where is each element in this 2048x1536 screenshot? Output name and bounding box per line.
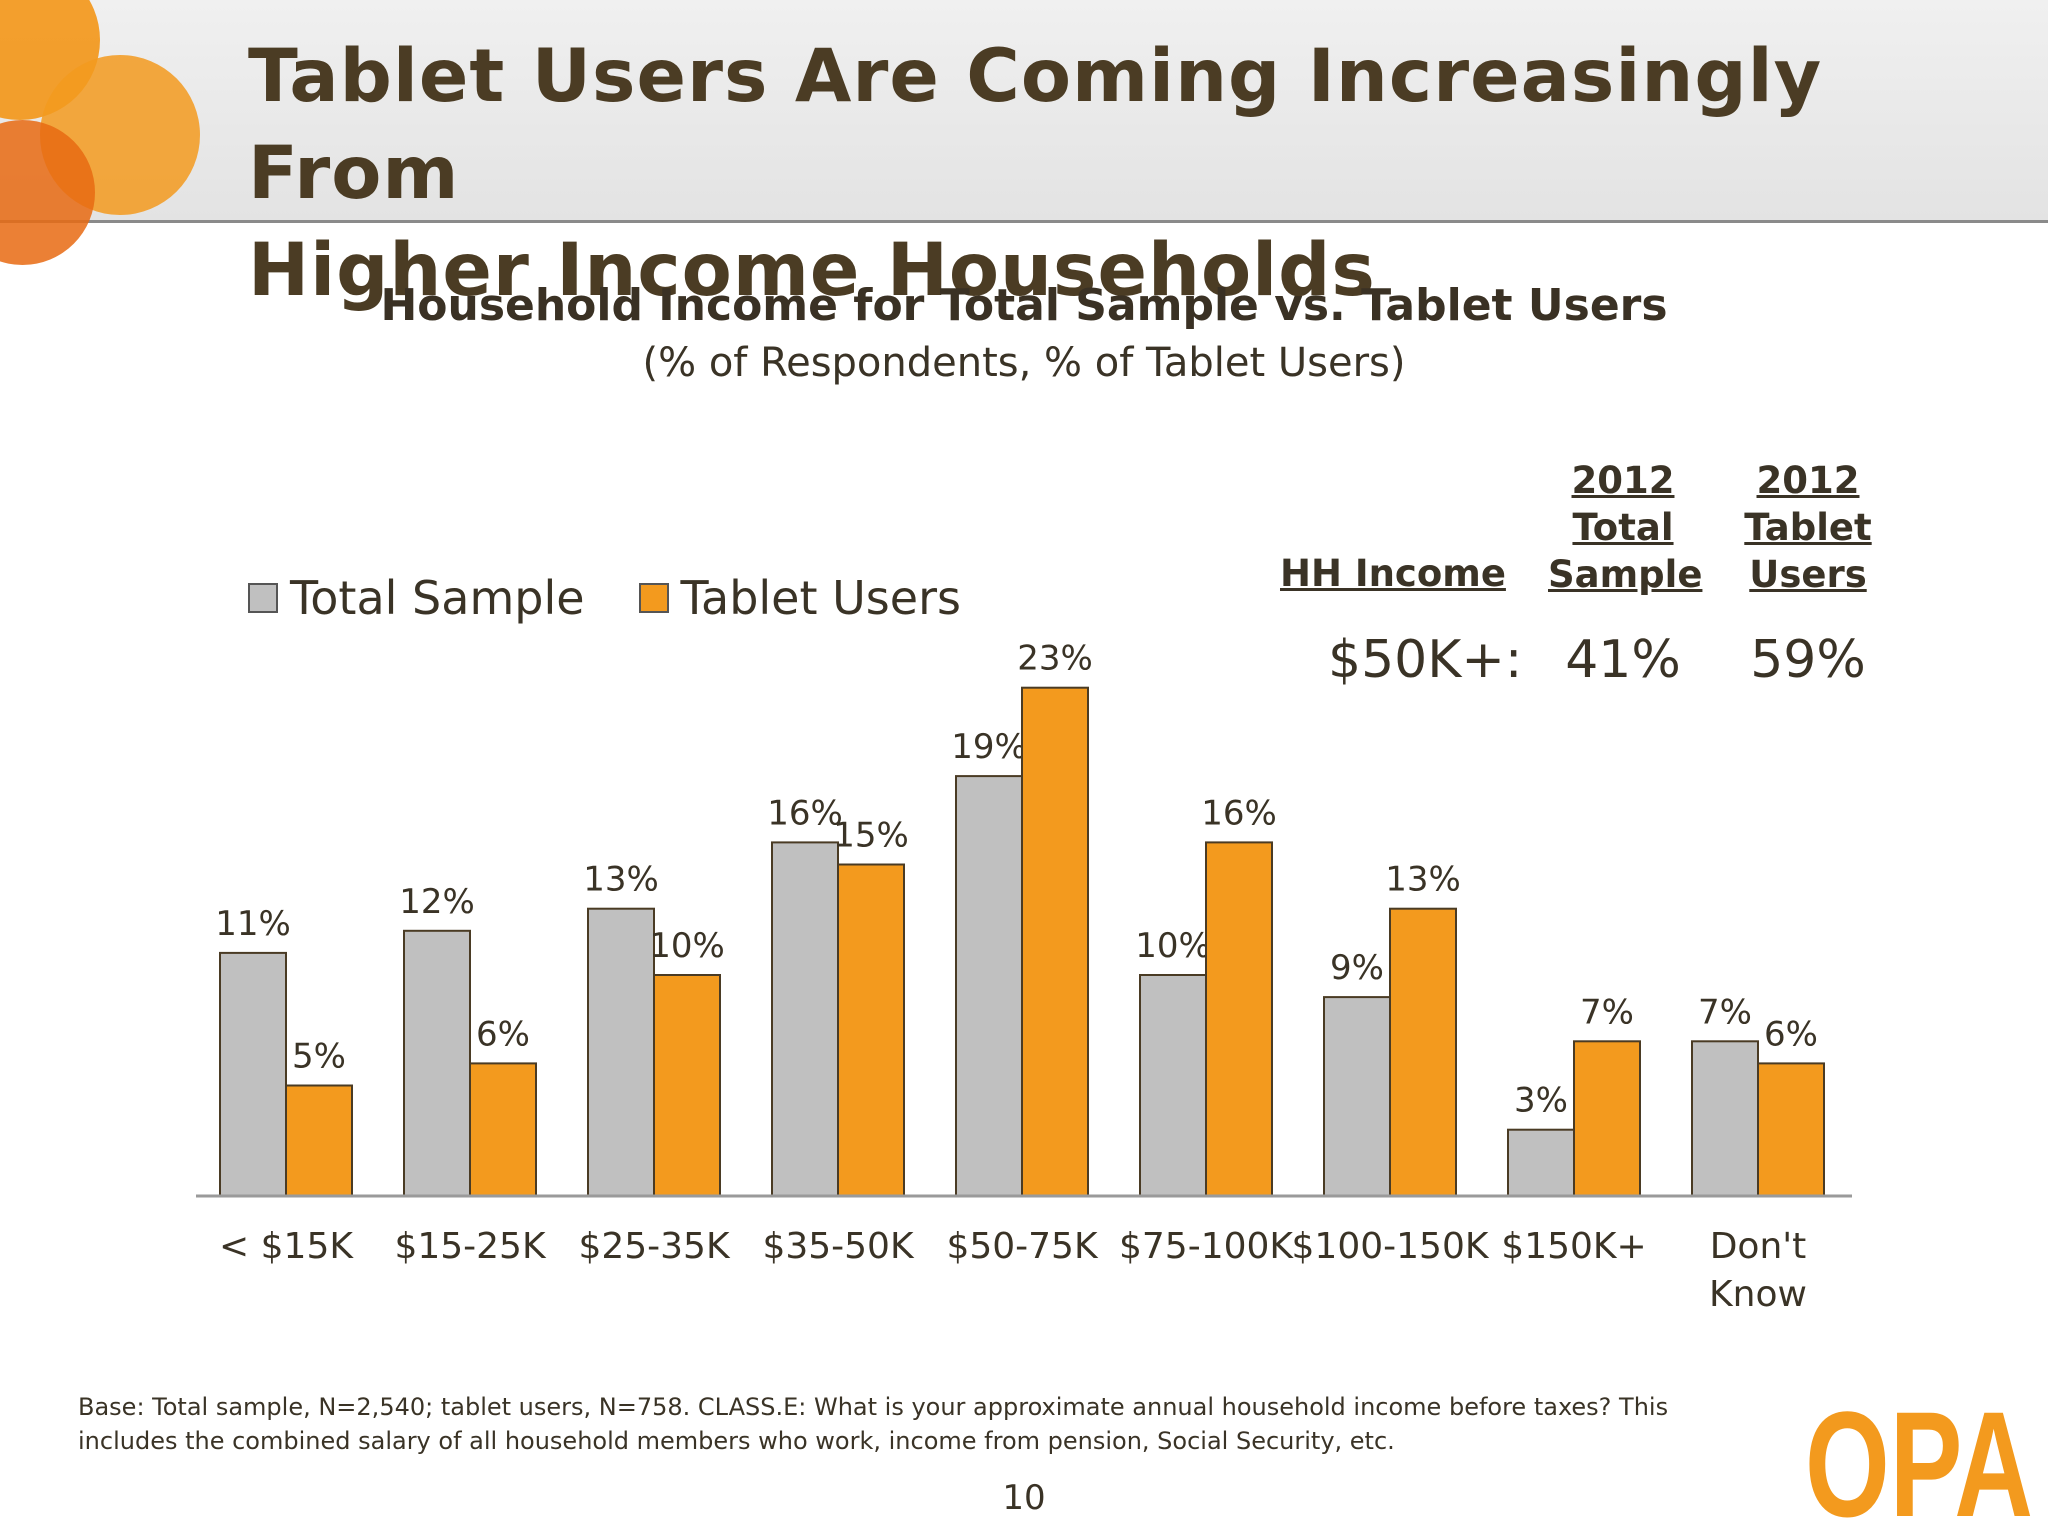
bar-total-sample bbox=[587, 907, 655, 1197]
bar-tablet-users bbox=[1389, 907, 1457, 1197]
slide-title-line2: Higher Income Households bbox=[248, 228, 1376, 313]
hh-col-total-line: Sample bbox=[1548, 553, 1703, 596]
bar-total-sample bbox=[403, 929, 471, 1197]
legend-label-tablet-users: Tablet Users bbox=[680, 571, 961, 625]
x-tick-label: Don't bbox=[1710, 1226, 1807, 1267]
hh-col-tablet-line: 2012 bbox=[1756, 459, 1860, 502]
data-label-tablet-users: 13% bbox=[1385, 860, 1461, 900]
data-label-tablet-users: 10% bbox=[649, 926, 725, 966]
hh-col-tablet-line: Tablet bbox=[1744, 506, 1872, 549]
bar-tablet-users bbox=[1757, 1062, 1825, 1198]
bar-total-sample bbox=[219, 951, 287, 1198]
header-band bbox=[0, 0, 2048, 223]
data-label-tablet-users: 15% bbox=[833, 816, 909, 856]
chart-title: Household Income for Total Sample vs. Ta… bbox=[380, 280, 1668, 331]
bar-tablet-users bbox=[837, 863, 905, 1197]
bar-total-sample bbox=[1139, 974, 1207, 1197]
x-tick-label: $25-35K bbox=[578, 1226, 731, 1267]
x-tick-label: $50-75K bbox=[946, 1226, 1099, 1267]
legend-swatch-total-sample bbox=[248, 583, 278, 613]
data-label-tablet-users: 23% bbox=[1017, 639, 1093, 679]
hh-col-total-line: Total bbox=[1572, 506, 1674, 549]
bar-tablet-users bbox=[1205, 841, 1273, 1198]
slide-title: Tablet Users Are Coming Increasingly Fro… bbox=[248, 28, 2008, 319]
bar-tablet-users bbox=[1573, 1040, 1641, 1198]
legend-item-total-sample: Total Sample bbox=[248, 571, 585, 625]
bar-total-sample bbox=[1323, 996, 1391, 1197]
chart-subtitle: (% of Respondents, % of Tablet Users) bbox=[642, 340, 1406, 386]
opa-logo-text: OPA bbox=[1805, 1398, 2033, 1522]
data-label-total-sample: 12% bbox=[399, 882, 475, 922]
data-label-total-sample: 13% bbox=[583, 860, 659, 900]
bar-tablet-users bbox=[653, 974, 721, 1197]
data-label-total-sample: 9% bbox=[1330, 948, 1384, 988]
hh-row-total-value: 41% bbox=[1565, 630, 1681, 690]
x-tick-label: $150K+ bbox=[1501, 1226, 1646, 1267]
bar-tablet-users bbox=[285, 1084, 353, 1197]
data-label-total-sample: 16% bbox=[767, 793, 843, 833]
footnote: Base: Total sample, N=2,540; tablet user… bbox=[78, 1390, 1678, 1458]
hh-col-tablet-line: Users bbox=[1749, 553, 1867, 596]
hh-col-tablet-header: 2012 Tablet Users bbox=[1738, 457, 1878, 598]
x-tick-label: $35-50K bbox=[762, 1226, 915, 1267]
bar-tablet-users bbox=[1021, 686, 1089, 1197]
data-label-total-sample: 19% bbox=[951, 727, 1027, 767]
slide-title-line1: Tablet Users Are Coming Increasingly Fro… bbox=[248, 34, 1823, 216]
hh-col-total-header: 2012 Total Sample bbox=[1548, 457, 1703, 598]
hh-row-tablet-value: 59% bbox=[1750, 630, 1866, 690]
data-label-tablet-users: 5% bbox=[292, 1037, 346, 1077]
x-tick-label: Know bbox=[1709, 1274, 1807, 1315]
bar-total-sample bbox=[1691, 1040, 1759, 1198]
data-label-tablet-users: 6% bbox=[476, 1014, 530, 1054]
data-label-total-sample: 3% bbox=[1514, 1081, 1568, 1121]
hh-income-summary-table: HH Income 2012 Total Sample 2012 Tablet … bbox=[1268, 452, 1888, 712]
data-label-total-sample: 11% bbox=[215, 904, 291, 944]
hh-col-total-line: 2012 bbox=[1571, 459, 1675, 502]
legend-item-tablet-users: Tablet Users bbox=[638, 571, 961, 625]
x-tick-label: $100-150K bbox=[1292, 1226, 1490, 1267]
legend-swatch-tablet-users bbox=[638, 583, 669, 613]
page-number: 10 bbox=[1002, 1478, 1046, 1518]
footnote-line2: includes the combined salary of all hous… bbox=[78, 1427, 1395, 1455]
legend-label-total-sample: Total Sample bbox=[290, 571, 585, 625]
x-tick-label: $15-25K bbox=[394, 1226, 547, 1267]
chart-legend: Total Sample Tablet Users bbox=[248, 568, 1015, 628]
data-label-tablet-users: 16% bbox=[1201, 793, 1277, 833]
data-label-tablet-users: 6% bbox=[1764, 1014, 1818, 1054]
x-tick-label: < $15K bbox=[219, 1226, 354, 1267]
x-tick-label: $75-100K bbox=[1119, 1226, 1294, 1267]
bar-tablet-users bbox=[469, 1062, 537, 1198]
data-label-tablet-users: 7% bbox=[1580, 992, 1634, 1032]
bar-total-sample bbox=[771, 841, 839, 1198]
opa-logo: OPA bbox=[1805, 1398, 2033, 1522]
hh-income-header: HH Income bbox=[1280, 552, 1506, 595]
data-label-total-sample: 10% bbox=[1135, 926, 1211, 966]
footnote-line1: Base: Total sample, N=2,540; tablet user… bbox=[78, 1393, 1669, 1421]
bar-total-sample bbox=[1507, 1128, 1575, 1197]
bar-total-sample bbox=[955, 775, 1023, 1197]
data-label-total-sample: 7% bbox=[1698, 992, 1752, 1032]
hh-row-label: $50K+: bbox=[1328, 630, 1523, 690]
